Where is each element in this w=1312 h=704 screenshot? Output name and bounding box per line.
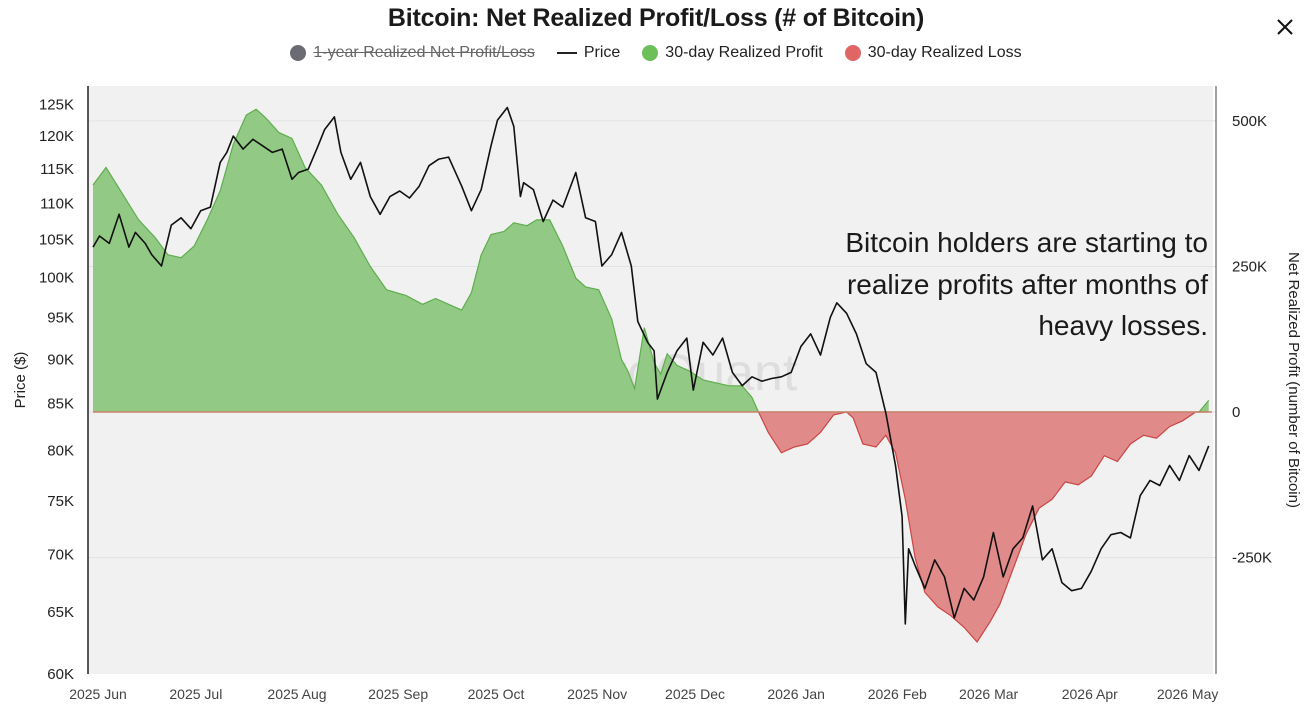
legend-label: Price — [583, 44, 621, 61]
chart-legend: 1-year Realized Net Profit/Loss Price 30… — [0, 44, 1312, 62]
left-tick-label: 60K — [47, 666, 74, 683]
realized-profit-edge — [92, 108, 1210, 413]
right-axis-title: Net Realized Profit (number of Bitcoin) — [1285, 252, 1302, 508]
close-icon — [1277, 19, 1293, 35]
left-tick-label: 120K — [39, 128, 74, 145]
x-tick-label: 2026 Mar — [959, 686, 1018, 702]
legend-item-price[interactable]: Price — [556, 44, 621, 62]
x-tick-label: 2025 Oct — [468, 686, 525, 702]
legend-label: 30-day Realized Loss — [867, 44, 1022, 61]
chart-title: Bitcoin: Net Realized Profit/Loss (# of … — [387, 4, 925, 32]
right-tick-label: 0 — [1232, 404, 1240, 421]
left-tick-label: 65K — [47, 604, 74, 621]
left-tick-label: 90K — [47, 351, 74, 368]
left-tick-label: 95K — [47, 309, 74, 326]
x-tick-label: 2025 Jul — [169, 686, 222, 702]
left-tick-label: 115K — [40, 161, 74, 178]
x-tick-label: 2025 Aug — [267, 686, 326, 702]
realized-loss-edge — [757, 411, 1209, 643]
realized-profit-area — [93, 109, 1209, 413]
left-tick-label: 110K — [40, 196, 74, 213]
x-tick-label: 2026 Apr — [1062, 686, 1118, 702]
left-axis-title: Price ($) — [12, 352, 29, 409]
x-tick-label: 2025 Dec — [665, 686, 725, 702]
x-tick-label: 2026 Feb — [868, 686, 927, 702]
x-tick-label: 2026 Jan — [767, 686, 825, 702]
legend-marker-dot-icon — [642, 45, 659, 61]
left-tick-label: 105K — [39, 232, 74, 249]
left-axis-ticks: 60K 65K 70K 75K 80K 85K 90K 95K 100K 105K 110K 115K… — [39, 96, 74, 683]
annotation-line-1: Bitcoin holders are starting to — [845, 227, 1208, 258]
legend-marker-line-icon — [556, 52, 577, 54]
annotation: Bitcoin holders are starting to realize … — [845, 227, 1208, 341]
left-tick-label: 75K — [47, 493, 74, 510]
left-tick-label: 85K — [47, 396, 74, 413]
area-series — [92, 108, 1210, 643]
price-line — [92, 106, 1210, 625]
left-tick-label: 80K — [47, 443, 74, 460]
close-button[interactable] — [1270, 12, 1300, 42]
right-tick-label: 500K — [1232, 113, 1267, 130]
price-series — [92, 106, 1210, 625]
left-tick-label: 70K — [47, 546, 74, 563]
annotation-line-3: heavy losses. — [1038, 310, 1208, 341]
x-tick-label: 2025 Sep — [368, 686, 428, 702]
x-tick-label: 2026 May — [1157, 686, 1218, 702]
right-tick-label: -250K — [1232, 550, 1272, 567]
legend-item-realized-loss[interactable]: 30-day Realized Loss — [844, 44, 1022, 62]
realized-loss-area — [758, 412, 1209, 642]
legend-label: 30-day Realized Profit — [665, 44, 823, 61]
right-axis-ticks: 500K 250K 0 -250K — [1232, 113, 1272, 567]
legend-marker-dot-icon — [290, 45, 307, 61]
right-tick-label: 250K — [1232, 258, 1267, 275]
legend-marker-dot-icon — [844, 45, 861, 61]
left-tick-label: 100K — [39, 270, 74, 287]
legend-item-net-profit-loss[interactable]: 1-year Realized Net Profit/Loss — [290, 44, 535, 62]
x-axis-ticks: 2025 Jun 2025 Jul 2025 Aug 2025 Sep 2025 Oct… — [69, 686, 1218, 702]
x-tick-label: 2025 Nov — [567, 686, 627, 702]
x-tick-label: 2025 Jun — [69, 686, 127, 702]
legend-label: 1-year Realized Net Profit/Loss — [313, 44, 535, 61]
annotation-line-2: realize profits after months of — [847, 269, 1208, 300]
left-tick-label: 125K — [39, 96, 74, 113]
legend-item-realized-profit[interactable]: 30-day Realized Profit — [642, 44, 823, 62]
